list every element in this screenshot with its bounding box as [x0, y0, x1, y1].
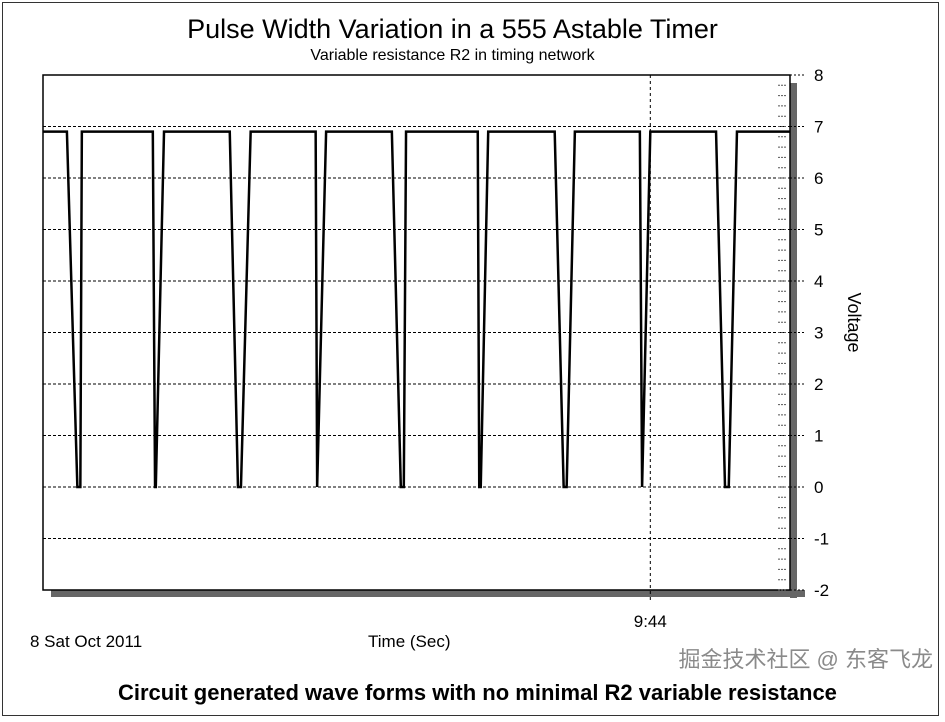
y-tick-label: 2 — [814, 375, 823, 394]
time-marker-label: 9:44 — [634, 612, 667, 631]
y-tick-label: 8 — [814, 66, 823, 85]
y-tick-label: 5 — [814, 221, 823, 240]
y-tick-label: 4 — [814, 272, 823, 291]
plot-shadow-right — [790, 83, 797, 598]
y-tick-label: -1 — [814, 530, 829, 549]
y-axis-label: Voltage — [844, 293, 864, 353]
caption: Circuit generated wave forms with no min… — [118, 680, 837, 705]
y-tick-label: -2 — [814, 581, 829, 600]
y-tick-label: 3 — [814, 324, 823, 343]
y-tick-label: 1 — [814, 427, 823, 446]
y-tick-label: 0 — [814, 478, 823, 497]
y-tick-label: 7 — [814, 118, 823, 137]
x-axis-label: Time (Sec) — [368, 632, 451, 651]
chart-title: Pulse Width Variation in a 555 Astable T… — [187, 14, 718, 44]
waveform-line — [43, 130, 790, 489]
y-tick-label: 6 — [814, 169, 823, 188]
chart-subtitle: Variable resistance R2 in timing network — [310, 47, 595, 64]
plot-shadow-bottom — [51, 590, 805, 597]
date-label: 8 Sat Oct 2011 — [30, 632, 143, 651]
watermark: 掘金技术社区 @ 东客飞龙 — [678, 647, 933, 672]
